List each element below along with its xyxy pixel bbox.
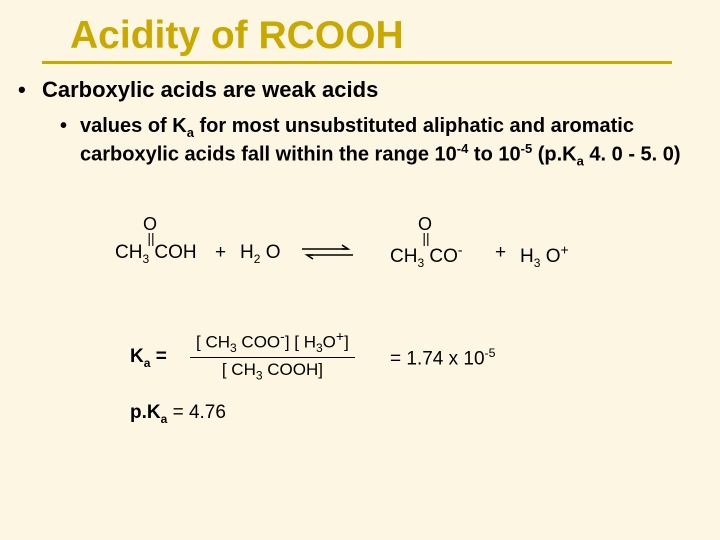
text: ] [ H (285, 333, 316, 352)
pka-expression: p.Ka = 4.76 (115, 402, 635, 426)
equals: = (150, 346, 166, 367)
superscript: -5 (521, 141, 533, 156)
text: to 10 (468, 143, 520, 165)
text: H (520, 246, 534, 267)
charge-plus: + (336, 328, 344, 344)
text: (p.K (532, 143, 576, 165)
bullet-level-2: • values of Ka for most unsubstituted al… (0, 114, 720, 170)
numerator: [ CH3 COO-] [ H3O+] (190, 328, 355, 358)
text: CH (115, 242, 142, 263)
product-acetate: O| | CH3 CO- (390, 242, 463, 270)
superscript: -4 (457, 141, 469, 156)
denominator: [ CH3 COOH] (190, 358, 355, 382)
text: H (240, 242, 254, 263)
double-bond: | | (147, 230, 152, 246)
ka-expression: Ka = [ CH3 COO-] [ H3O+] [ CH3 COOH] = 1… (115, 328, 635, 386)
plus-icon: + (215, 242, 226, 264)
text: 4. 0 - 5. 0) (584, 143, 681, 165)
text: COO (237, 333, 280, 352)
bullet-level-1: • Carboxylic acids are weak acids (0, 76, 720, 104)
pka-value: = 4.76 (167, 402, 226, 423)
ka-label: Ka = (130, 346, 167, 370)
ka-value: = 1.74 x 10-5 (390, 346, 496, 370)
text: O (540, 246, 560, 267)
reaction-equation: O| | CH3 COH + H2 O O| | CH3 CO- + H3 O+ (115, 218, 635, 288)
text: COOH] (263, 360, 323, 379)
text: CH (390, 246, 417, 267)
chemistry-block: O| | CH3 COH + H2 O O| | CH3 CO- + H3 O+ (115, 218, 635, 426)
reactant-acetic-acid: O| | CH3 COH (115, 242, 197, 266)
carbonyl-oxygen: O| | (418, 218, 432, 243)
pka-label: p.K (130, 402, 161, 423)
plus-icon: + (495, 242, 506, 264)
bullet-dot: • (18, 76, 42, 104)
text: [ CH (222, 360, 256, 379)
charge-plus: + (560, 242, 568, 258)
text: ] (344, 333, 349, 352)
superscript: -5 (485, 346, 496, 360)
equilibrium-arrow-icon (300, 242, 355, 262)
fraction: [ CH3 COO-] [ H3O+] [ CH3 COOH] (190, 328, 355, 382)
title-underline (42, 61, 672, 64)
carbonyl-oxygen: O| | (143, 218, 157, 243)
double-bond: | | (422, 230, 427, 246)
text: O (260, 242, 280, 263)
bullet2-text: values of Ka for most unsubstituted alip… (80, 114, 700, 170)
text: CO (424, 246, 458, 267)
product-hydronium: H3 O+ (520, 242, 569, 270)
slide-title: Acidity of RCOOH (0, 0, 720, 61)
text: K (130, 346, 144, 367)
bullet1-text: Carboxylic acids are weak acids (42, 76, 378, 104)
subscript: a (577, 153, 584, 168)
subscript: 3 (316, 341, 323, 355)
text: COH (149, 242, 197, 263)
charge-minus: - (458, 242, 463, 258)
bullet-dot: • (60, 114, 80, 170)
subscript: 3 (256, 368, 263, 382)
text: values of K (80, 115, 187, 137)
reactant-water: H2 O (240, 242, 280, 266)
text: [ CH (196, 333, 230, 352)
text: O (323, 333, 336, 352)
text: = 1.74 x 10 (390, 348, 485, 369)
subscript: 3 (230, 341, 237, 355)
subscript: a (187, 125, 194, 140)
